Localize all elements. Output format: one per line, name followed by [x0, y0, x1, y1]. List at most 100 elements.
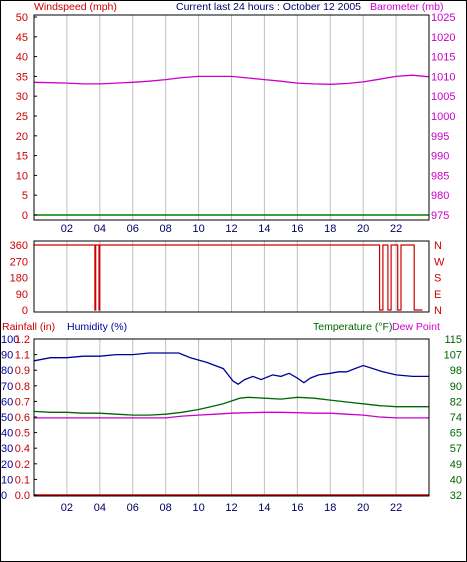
barometer-axis-label: Barometer (mb)	[370, 1, 444, 13]
windspeed-tick-label: 50	[16, 12, 28, 24]
hour-tick-label: 12	[225, 223, 237, 235]
rainfall-tick-label: 0.1	[15, 474, 30, 486]
rainfall-tick-label: 1.1	[15, 350, 30, 362]
hour-tick-label: 04	[94, 502, 106, 514]
hour-tick-label: 16	[291, 502, 303, 514]
temperature-ticks: 115 107 98 90 82 74 65 57 49 40 32	[444, 334, 462, 502]
direction-tick-label: 270	[10, 256, 28, 268]
rainfall-tick-label: 0.2	[15, 459, 30, 471]
barometer-tick-label: 1025	[431, 12, 455, 24]
humidity-tick-label: 90	[1, 350, 13, 362]
temperature-tick-label: 74	[450, 412, 462, 424]
hour-tick-label: 22	[390, 223, 402, 235]
compass-tick-label: S	[434, 273, 441, 285]
hour-tick-label: 14	[258, 223, 270, 235]
windspeed-tick-label: 35	[16, 71, 28, 83]
windspeed-tick-label: 15	[16, 151, 28, 163]
direction-degree-ticks: 360 270 180 90 0	[10, 240, 28, 317]
rainfall-tick-label: 0.0	[15, 490, 30, 502]
hour-tick-label: 14	[258, 502, 270, 514]
humidity-tick-label: 40	[1, 428, 13, 440]
series-lines	[34, 244, 423, 311]
humidity-tick-label: 50	[1, 412, 13, 424]
windspeed-tick-label: 40	[16, 52, 28, 64]
barometer-tick-label: 985	[431, 170, 449, 182]
compass-tick-label: W	[434, 256, 445, 268]
plot-area-border	[33, 240, 430, 313]
windspeed-tick-label: 30	[16, 91, 28, 103]
direction-tick-label: 360	[10, 240, 28, 252]
barometer-tick-label: 1000	[431, 111, 455, 123]
windspeed-axis-label: Windspeed (mph)	[34, 1, 117, 13]
hour-tick-label: 02	[61, 223, 73, 235]
barometer-tick-label: 1005	[431, 91, 455, 103]
barometer-tick-label: 1015	[431, 52, 455, 64]
rainfall-tick-label: 0.5	[15, 428, 30, 440]
compass-tick-label: E	[434, 289, 441, 301]
humidity-tick-label: 10	[1, 474, 13, 486]
windspeed-tick-label: 10	[16, 170, 28, 182]
barometer-line	[33, 74, 430, 85]
wind-direction-line	[34, 244, 423, 311]
windspeed-tick-label: 45	[16, 32, 28, 44]
windspeed-tick-label: 25	[16, 111, 28, 123]
temperature-tick-label: 40	[450, 474, 462, 486]
hour-tick-label: 04	[94, 223, 106, 235]
hour-tick-label: 18	[324, 223, 336, 235]
humidity-tick-label: 100	[1, 334, 19, 346]
barometer-tick-label: 980	[431, 190, 449, 202]
temperature-tick-label: 49	[450, 459, 462, 471]
humidity-tick-label: 60	[1, 396, 13, 408]
temperature-tick-label: 98	[450, 365, 462, 377]
rainfall-tick-label: 0.6	[15, 412, 30, 424]
compass-tick-label: N	[434, 305, 442, 317]
barometer-ticks: 1025 1020 1015 1010 1005 1000 995 990 985 980 975	[431, 12, 455, 222]
humidity-tick-label: 80	[1, 365, 13, 377]
humidity-temperature-panel: Rainfall (in) Humidity (%) Temperature (…	[1, 321, 462, 514]
temperature-tick-label: 115	[444, 334, 462, 346]
windspeed-tick-label: 0	[22, 210, 28, 222]
wind-barometer-panel: Windspeed (mph) Current last 24 hours : …	[16, 1, 456, 235]
temperature-tick-label: 65	[450, 428, 462, 440]
temperature-tick-label: 90	[450, 381, 462, 393]
hour-tick-label: 10	[192, 502, 204, 514]
barometer-tick-label: 975	[431, 210, 449, 222]
rainfall-tick-label: 0.7	[15, 396, 30, 408]
barometer-tick-label: 995	[431, 131, 449, 143]
humidity-tick-label: 0	[1, 490, 7, 502]
rainfall-tick-label: 0.4	[15, 443, 30, 455]
series-lines	[33, 352, 429, 496]
humidity-tick-label: 30	[1, 443, 13, 455]
hour-tick-label: 08	[160, 502, 172, 514]
barometer-tick-label: 1010	[431, 71, 455, 83]
hour-tick-label: 20	[357, 223, 369, 235]
barometer-tick-label: 1020	[431, 32, 455, 44]
humidity-tick-label: 70	[1, 381, 13, 393]
hour-tick-label: 16	[291, 223, 303, 235]
humidity-line	[33, 352, 429, 385]
direction-tick-label: 0	[22, 305, 28, 317]
direction-tick-label: 180	[10, 273, 28, 285]
barometer-tick-label: 990	[431, 151, 449, 163]
grid-lines	[66, 241, 397, 312]
temperature-axis-label: Temperature (°F)	[313, 321, 392, 333]
hour-tick-label: 22	[390, 502, 402, 514]
hour-tick-label: 08	[160, 223, 172, 235]
hour-tick-label: 20	[357, 502, 369, 514]
temperature-line	[33, 396, 429, 416]
humidity-axis-label: Humidity (%)	[67, 321, 127, 333]
direction-tick-label: 90	[16, 289, 28, 301]
temperature-tick-label: 32	[450, 490, 462, 502]
rainfall-tick-label: 0.9	[15, 365, 30, 377]
hour-ticks: 02 04 06 08 10 12 14 16 18 20 22	[61, 502, 402, 514]
temperature-tick-label: 57	[450, 443, 462, 455]
rainfall-tick-label: 0.8	[15, 381, 30, 393]
hour-tick-label: 18	[324, 502, 336, 514]
windspeed-tick-label: 5	[22, 190, 28, 202]
hour-tick-label: 06	[127, 502, 139, 514]
